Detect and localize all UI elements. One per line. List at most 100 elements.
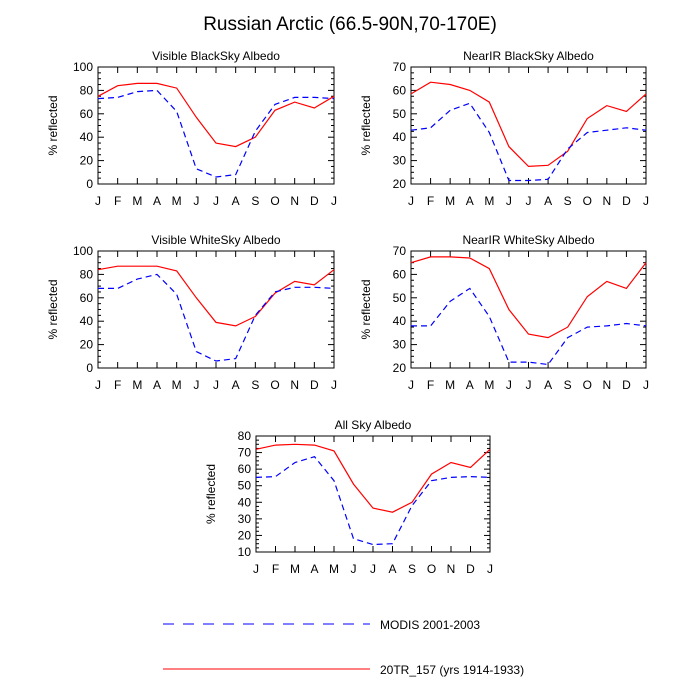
x-tick-label: F	[427, 194, 434, 208]
x-tick-label: F	[272, 562, 279, 576]
panel-title: Visible WhiteSky Albedo	[151, 233, 281, 247]
x-tick-label: F	[114, 194, 121, 208]
x-tick-label: J	[331, 378, 337, 392]
x-tick-label: A	[232, 194, 240, 208]
x-tick-label: S	[251, 194, 259, 208]
x-tick-label: J	[526, 194, 532, 208]
plot-frame	[410, 250, 647, 369]
x-tick-label: M	[132, 378, 142, 392]
series-line-modis	[255, 456, 491, 546]
x-tick-label: J	[213, 194, 219, 208]
x-tick-label: J	[643, 378, 649, 392]
x-tick-label: J	[351, 562, 357, 576]
plot-frame	[97, 66, 335, 185]
y-tick-label: 60	[393, 267, 407, 281]
x-tick-label: D	[622, 378, 631, 392]
y-axis-label: % reflected	[359, 279, 373, 339]
y-tick-label: 0	[86, 177, 93, 191]
series-line-modis	[97, 89, 335, 178]
x-tick-label: N	[602, 194, 611, 208]
x-tick-label: O	[270, 378, 279, 392]
x-tick-label: M	[329, 562, 339, 576]
y-axis-label: % reflected	[46, 279, 60, 339]
series-line-20tr	[97, 265, 335, 327]
x-tick-label: A	[388, 562, 396, 576]
series-line-modis	[410, 102, 647, 182]
y-tick-label: 40	[238, 495, 252, 509]
x-tick-label: M	[132, 194, 142, 208]
x-tick-label: J	[193, 194, 199, 208]
y-tick-label: 50	[238, 479, 252, 493]
x-tick-label: A	[466, 194, 474, 208]
x-tick-label: J	[408, 378, 414, 392]
y-axis-label: % reflected	[359, 95, 373, 155]
y-tick-label: 30	[393, 154, 407, 168]
y-tick-label: 70	[393, 244, 407, 258]
y-tick-label: 30	[238, 512, 252, 526]
y-tick-label: 20	[80, 338, 94, 352]
x-tick-label: J	[408, 194, 414, 208]
plot-frame	[255, 435, 491, 553]
y-tick-label: 10	[238, 545, 252, 559]
x-tick-label: J	[95, 194, 101, 208]
x-tick-label: A	[153, 194, 161, 208]
x-tick-label: M	[172, 194, 182, 208]
y-tick-label: 60	[80, 107, 94, 121]
x-tick-label: O	[583, 194, 592, 208]
y-tick-label: 80	[80, 267, 94, 281]
x-tick-label: S	[251, 378, 259, 392]
x-tick-label: A	[466, 378, 474, 392]
x-tick-label: J	[643, 194, 649, 208]
x-tick-label: S	[408, 562, 416, 576]
x-tick-label: J	[331, 194, 337, 208]
x-tick-label: J	[193, 378, 199, 392]
series-line-modis	[411, 287, 647, 366]
x-tick-label: A	[544, 194, 552, 208]
x-tick-label: N	[602, 378, 611, 392]
y-tick-label: 80	[238, 429, 252, 443]
y-tick-label: 60	[238, 462, 252, 476]
x-tick-label: J	[253, 562, 259, 576]
y-tick-label: 20	[393, 177, 407, 191]
y-tick-label: 20	[393, 361, 407, 375]
legend-label-modis: MODIS 2001-2003	[380, 618, 480, 632]
x-tick-label: D	[466, 562, 475, 576]
y-tick-label: 100	[73, 60, 93, 74]
series-line-20tr	[410, 81, 647, 168]
y-axis-label: % reflected	[204, 464, 218, 524]
x-tick-label: F	[114, 378, 121, 392]
series-line-20tr	[410, 256, 647, 339]
x-tick-label: J	[95, 378, 101, 392]
y-tick-label: 100	[73, 244, 93, 258]
y-tick-label: 80	[80, 83, 94, 97]
plot-frame	[97, 250, 335, 369]
figure-title: Russian Arctic (66.5-90N,70-170E)	[203, 14, 497, 35]
x-tick-label: S	[564, 378, 572, 392]
y-tick-label: 50	[393, 107, 407, 121]
series-line-modis	[98, 273, 335, 362]
x-tick-label: D	[310, 378, 319, 392]
y-tick-label: 60	[393, 83, 407, 97]
x-tick-label: A	[232, 378, 240, 392]
y-tick-label: 40	[393, 130, 407, 144]
y-tick-label: 60	[80, 291, 94, 305]
x-tick-label: M	[445, 378, 455, 392]
y-tick-label: 30	[393, 338, 407, 352]
y-tick-label: 40	[80, 314, 94, 328]
x-tick-label: D	[310, 194, 319, 208]
x-tick-label: J	[213, 378, 219, 392]
x-tick-label: J	[506, 378, 512, 392]
x-tick-label: N	[290, 194, 299, 208]
x-tick-label: J	[370, 562, 376, 576]
panel-title: NearIR BlackSky Albedo	[463, 49, 594, 63]
x-tick-label: J	[526, 378, 532, 392]
y-tick-label: 50	[393, 291, 407, 305]
x-tick-label: O	[270, 194, 279, 208]
x-tick-label: O	[583, 378, 592, 392]
